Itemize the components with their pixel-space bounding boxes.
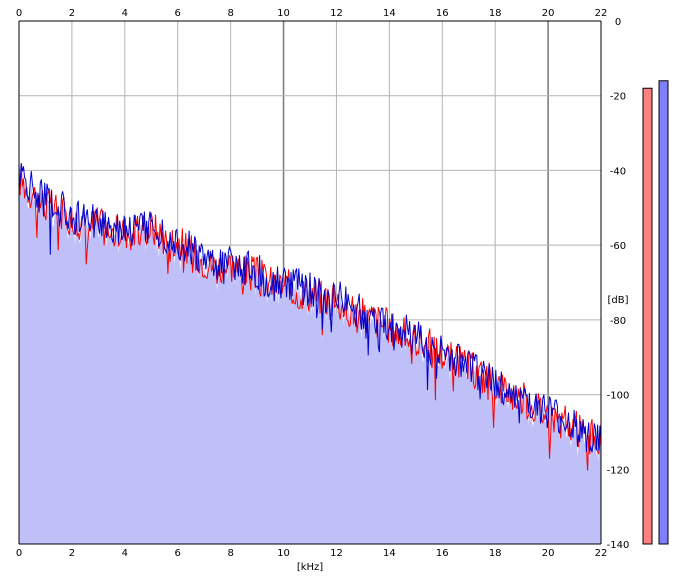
x-tick-label-bottom: 6 [175, 548, 181, 559]
x-tick-label-top: 0 [16, 8, 22, 19]
x-tick-label-top: 4 [122, 8, 128, 19]
spectrum-fill [19, 174, 601, 545]
axes [18, 20, 602, 545]
y-tick-label: -120 [607, 465, 630, 476]
series-lines [18, 163, 602, 471]
x-tick-label-bottom: 4 [122, 548, 128, 559]
x-tick-label-bottom: 22 [595, 548, 608, 559]
y-tick-labels: 0 -20 -40 -60 -80 -100 -120 -140 [607, 17, 630, 551]
level-meters [642, 80, 669, 545]
x-tick-label-bottom: 2 [69, 548, 75, 559]
y-tick-label: -20 [610, 92, 626, 103]
x-tick-label-top: 14 [383, 8, 396, 19]
x-tick-label-top: 6 [175, 8, 181, 19]
level-meter-1 [642, 87, 653, 545]
x-tick-label-bottom: 0 [16, 548, 22, 559]
x-tick-label-bottom: 16 [436, 548, 449, 559]
y-tick-label: -40 [610, 166, 626, 177]
x-tick-label-bottom: 20 [542, 548, 555, 559]
x-tick-label-top: 12 [330, 8, 343, 19]
x-tick-labels-top: 0 2 4 6 8 10 12 14 16 18 20 22 [16, 8, 608, 19]
x-tick-label-bottom: 10 [277, 548, 290, 559]
x-tick-label-top: 8 [227, 8, 233, 19]
x-tick-label-bottom: 8 [227, 548, 233, 559]
y-tick-label: -140 [607, 540, 630, 551]
area-fill [19, 174, 601, 545]
level-meter-2 [658, 80, 669, 545]
x-axis-label: [kHz] [297, 562, 323, 573]
x-tick-label-bottom: 14 [383, 548, 396, 559]
series-line-1 [18, 163, 602, 471]
x-tick-label-bottom: 12 [330, 548, 343, 559]
x-tick-label-top: 10 [277, 8, 290, 19]
series-line-2 [18, 163, 602, 453]
y-axis-label: [dB] [607, 295, 628, 306]
x-tick-label-top: 22 [595, 8, 608, 19]
x-tick-labels-bottom: 0 2 4 6 8 10 12 14 16 18 20 22 [16, 548, 608, 559]
y-tick-label: -60 [610, 241, 626, 252]
y-tick-label: 0 [615, 17, 621, 28]
x-tick-label-bottom: 18 [489, 548, 502, 559]
x-tick-label-top: 16 [436, 8, 449, 19]
x-tick-label-top: 18 [489, 8, 502, 19]
x-tick-label-top: 2 [69, 8, 75, 19]
y-tick-label: -100 [607, 391, 630, 402]
x-tick-label-top: 20 [542, 8, 555, 19]
y-tick-label: -80 [610, 316, 626, 327]
